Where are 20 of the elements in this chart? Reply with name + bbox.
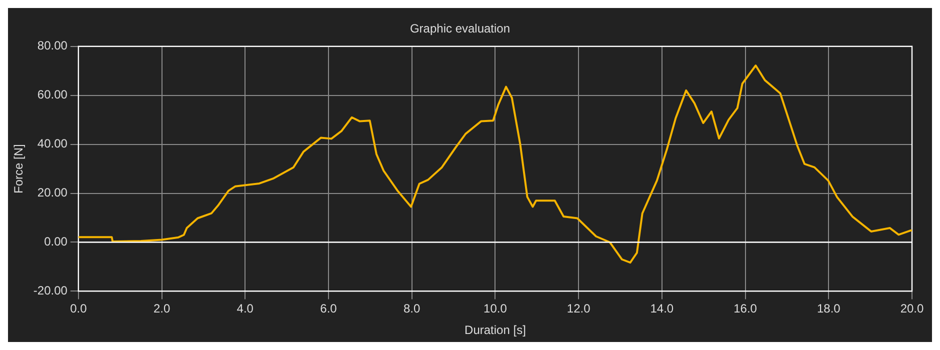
x-tick-label: 12.0 [566, 302, 591, 316]
x-tick-label: 2.0 [153, 302, 170, 316]
x-tick-label: 0.0 [70, 302, 88, 316]
x-tick-label: 6.0 [320, 302, 338, 316]
x-tick-label: 16.0 [734, 302, 758, 316]
y-tick-label: 0.00 [44, 234, 68, 249]
x-tick-label: 20.0 [900, 302, 924, 316]
y-tick-label: -20.00 [33, 284, 68, 298]
x-tick-label: 8.0 [404, 302, 421, 316]
x-tick-label: 10.0 [484, 302, 508, 316]
y-tick-label: 60.00 [37, 88, 68, 102]
y-tick-label: 40.00 [37, 136, 68, 151]
y-tick-label: 80.00 [37, 38, 68, 53]
x-tick-label: 14.0 [650, 302, 674, 316]
x-axis-title: Duration [s] [464, 323, 526, 338]
y-tick-label: 20.00 [37, 186, 68, 200]
x-tick-label: 18.0 [816, 302, 841, 316]
y-axis-title: Force [N] [12, 144, 26, 194]
chart-title: Graphic evaluation [410, 22, 510, 36]
x-tick-label: 4.0 [236, 302, 254, 316]
